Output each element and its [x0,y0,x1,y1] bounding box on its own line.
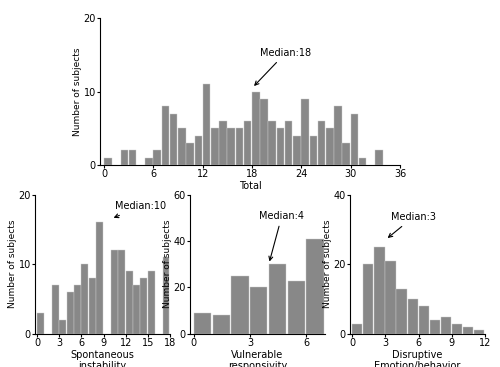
Bar [104,158,112,165]
Bar [268,121,276,165]
Bar [334,106,342,165]
Bar [154,150,161,165]
Bar [310,136,317,165]
Bar [430,320,440,334]
Bar [211,128,218,165]
Bar [236,128,243,165]
Bar [408,299,418,334]
Bar [202,84,210,165]
Text: Median:18: Median:18 [255,48,312,85]
Text: Median:3: Median:3 [388,212,436,237]
Bar [260,99,268,165]
Bar [418,306,429,334]
Y-axis label: Number of subjects: Number of subjects [8,220,17,309]
Bar [293,136,300,165]
Bar [374,247,384,334]
Bar [111,250,118,334]
Bar [118,250,125,334]
Bar [342,143,350,165]
Text: Median:4: Median:4 [260,211,304,260]
Bar [96,222,103,334]
Bar [318,121,326,165]
Bar [133,285,140,334]
Bar [126,271,132,334]
X-axis label: Disruptive
Emotion/behavior: Disruptive Emotion/behavior [374,349,460,367]
Bar [252,92,260,165]
Bar [37,313,44,334]
Bar [89,278,96,334]
Bar [269,264,286,334]
Bar [170,299,177,334]
Y-axis label: Number of subjects: Number of subjects [163,220,172,309]
X-axis label: Vulnerable
responsivity: Vulnerable responsivity [228,349,287,367]
Bar [219,121,226,165]
X-axis label: Spontaneous
instability: Spontaneous instability [70,349,134,367]
X-axis label: Total: Total [238,181,262,191]
Bar [302,99,309,165]
Bar [350,114,358,165]
Bar [162,257,170,334]
Bar [386,261,396,334]
Bar [145,158,153,165]
Text: Median:10: Median:10 [114,201,166,218]
Bar [129,150,136,165]
Bar [82,264,88,334]
Bar [452,324,462,334]
Bar [178,128,186,165]
Bar [194,313,211,334]
Bar [170,114,177,165]
Bar [212,315,230,334]
Bar [474,330,484,334]
Bar [60,320,66,334]
Bar [52,285,59,334]
Bar [440,316,451,334]
Bar [66,292,73,334]
Bar [228,128,235,165]
Bar [74,285,81,334]
Bar [288,280,305,334]
Bar [276,128,284,165]
Bar [148,271,154,334]
Bar [463,327,473,334]
Bar [162,106,169,165]
Bar [244,121,252,165]
Bar [140,278,147,334]
Y-axis label: Number of subjects: Number of subjects [323,220,332,309]
Bar [352,324,362,334]
Bar [326,128,334,165]
Bar [376,150,383,165]
Bar [120,150,128,165]
Bar [285,121,292,165]
Bar [194,136,202,165]
Bar [364,264,374,334]
Y-axis label: Number of subjects: Number of subjects [73,47,82,136]
Bar [250,287,267,334]
Bar [306,239,324,334]
Bar [186,143,194,165]
Bar [359,158,366,165]
Bar [231,276,248,334]
Bar [396,288,406,334]
